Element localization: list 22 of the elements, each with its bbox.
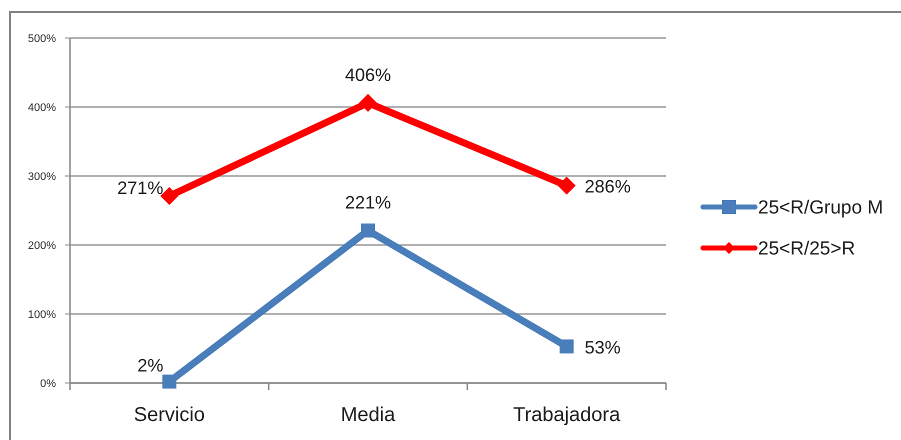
point	[558, 176, 576, 195]
y-tick-label: 100%	[28, 308, 56, 321]
data-label: 286%	[584, 176, 631, 197]
point	[162, 374, 176, 389]
data-label: 221%	[344, 192, 392, 213]
y-tick-label: 400%	[28, 102, 56, 114]
x-tick-label: Media	[340, 404, 396, 426]
y-tick-label: 0%	[40, 378, 56, 390]
point	[361, 224, 375, 238]
y-tick-label: 500%	[28, 32, 56, 45]
legend-label: 25<R/Grupo M	[758, 198, 884, 219]
x-tick-label: Trabajadora	[513, 404, 622, 426]
data-label: 406%	[344, 64, 392, 85]
data-label: 2%	[137, 356, 164, 376]
data-label: 271%	[117, 178, 164, 198]
point	[560, 339, 574, 354]
legend-label: 25<R/25>R	[758, 238, 856, 260]
y-tick-label: 200%	[28, 240, 56, 252]
data-label: 53%	[584, 337, 621, 358]
y-tick-label: 300%	[28, 170, 56, 183]
point	[359, 94, 377, 112]
x-tick-label: Servicio	[134, 404, 205, 426]
